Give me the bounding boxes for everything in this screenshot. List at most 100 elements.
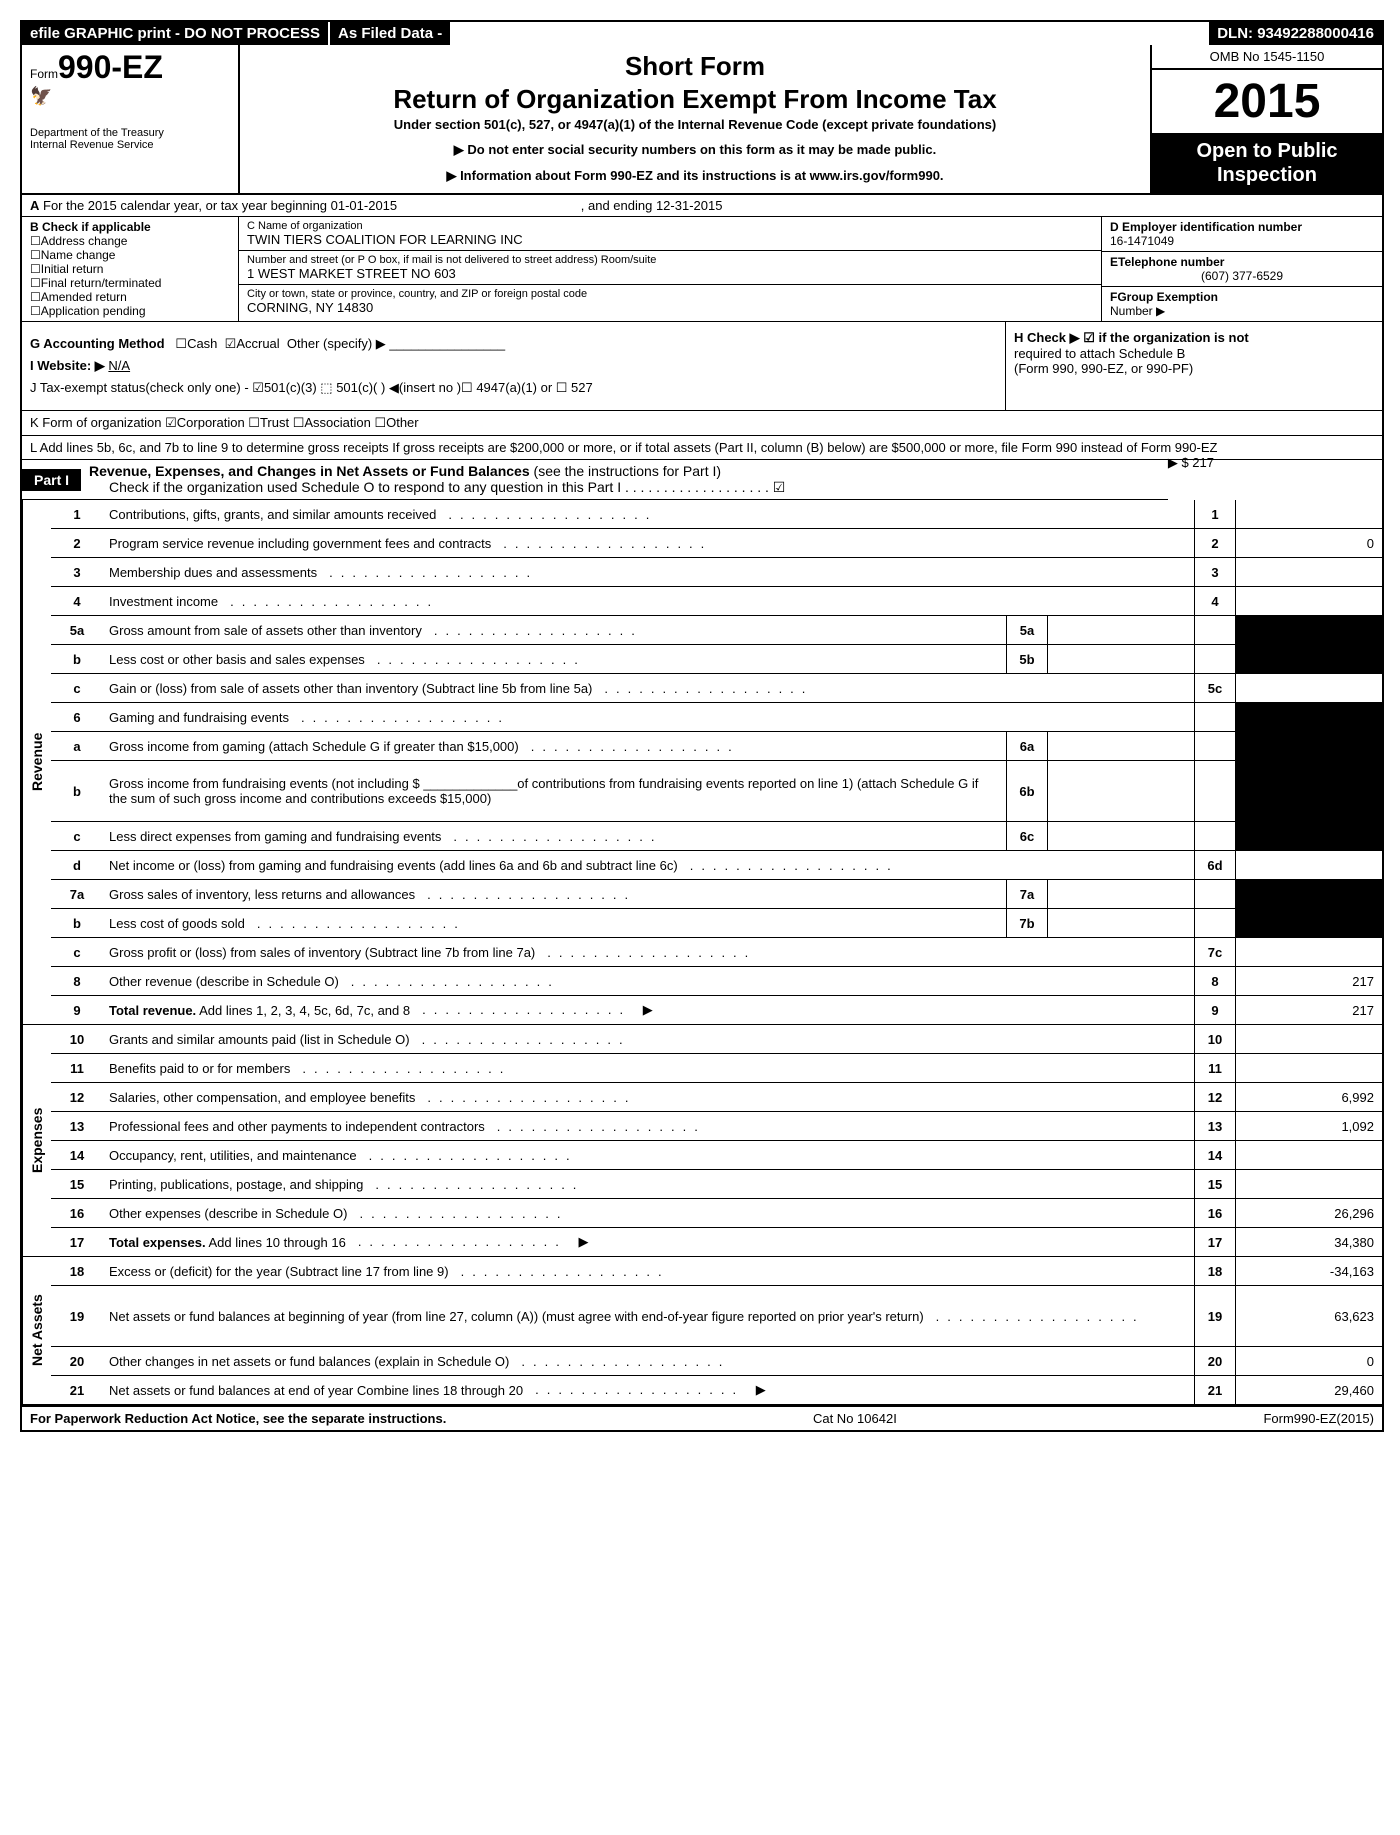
checkbox-item: ☐Final return/terminated xyxy=(30,276,230,290)
sub-line-number: 6a xyxy=(1007,732,1048,760)
org-city: CORNING, NY 14830 xyxy=(247,300,1093,315)
checkbox-item: ☐Application pending xyxy=(30,304,230,318)
col-left-ghij: G Accounting Method ☐Cash ☑Accrual Other… xyxy=(22,322,1005,410)
form-title-2: Return of Organization Exempt From Incom… xyxy=(248,84,1142,115)
as-filed-label: As Filed Data - xyxy=(330,22,452,45)
line-description: Total expenses. Add lines 10 through 16.… xyxy=(103,1228,1194,1256)
end-line-value: 217 xyxy=(1236,996,1382,1024)
org-name: TWIN TIERS COALITION FOR LEARNING INC xyxy=(247,232,1093,247)
sub-line-number: 6b xyxy=(1007,761,1048,821)
line-description: Program service revenue including govern… xyxy=(103,529,1194,557)
form-title-1: Short Form xyxy=(248,51,1142,82)
end-line-value xyxy=(1236,587,1382,615)
ein-value: 16-1471049 xyxy=(1110,234,1374,248)
form-line: bGross income from fundraising events (n… xyxy=(51,761,1382,822)
end-line-number xyxy=(1194,703,1236,731)
end-line-number xyxy=(1194,732,1236,760)
line-description: Net income or (loss) from gaming and fun… xyxy=(103,851,1194,879)
catalog-number: Cat No 10642I xyxy=(813,1411,897,1426)
line-number: 14 xyxy=(51,1141,103,1169)
line-number: 8 xyxy=(51,967,103,995)
sub-line-value xyxy=(1048,645,1194,673)
col-def: D Employer identification number 16-1471… xyxy=(1102,217,1382,321)
end-line-number: 10 xyxy=(1194,1025,1236,1053)
end-line-number: 19 xyxy=(1194,1286,1236,1346)
col-c-org-info: C Name of organization TWIN TIERS COALIT… xyxy=(239,217,1102,321)
end-line-value xyxy=(1236,909,1382,937)
line-description: Less cost or other basis and sales expen… xyxy=(103,645,1006,673)
form-line: bLess cost of goods sold................… xyxy=(51,909,1382,938)
form-line: aGross income from gaming (attach Schedu… xyxy=(51,732,1382,761)
form-line: 2Program service revenue including gover… xyxy=(51,529,1382,558)
header-mid: Short Form Return of Organization Exempt… xyxy=(240,45,1150,193)
line-number: 13 xyxy=(51,1112,103,1140)
form-line: 20Other changes in net assets or fund ba… xyxy=(51,1347,1382,1376)
line-description: Gross income from gaming (attach Schedul… xyxy=(103,732,1006,760)
efile-notice: efile GRAPHIC print - DO NOT PROCESS xyxy=(22,22,330,45)
line-description: Less cost of goods sold.................… xyxy=(103,909,1006,937)
line-description: Professional fees and other payments to … xyxy=(103,1112,1194,1140)
sub-line-number: 7b xyxy=(1007,909,1048,937)
end-line-value: 0 xyxy=(1236,1347,1382,1375)
sub-line-value xyxy=(1048,909,1194,937)
line-number: 11 xyxy=(51,1054,103,1082)
sub-line-value xyxy=(1048,761,1194,821)
dept-irs: Internal Revenue Service xyxy=(30,139,230,151)
line-description: Excess or (deficit) for the year (Subtra… xyxy=(103,1257,1194,1285)
end-line-value: 63,623 xyxy=(1236,1286,1382,1346)
line-number: 19 xyxy=(51,1286,103,1346)
phone-value: (607) 377-6529 xyxy=(1110,269,1374,283)
end-line-value xyxy=(1236,645,1382,673)
line-number: 20 xyxy=(51,1347,103,1375)
info-link: ▶ Information about Form 990-EZ and its … xyxy=(248,168,1142,184)
form-line: 6Gaming and fundraising events..........… xyxy=(51,703,1382,732)
line-description: Grants and similar amounts paid (list in… xyxy=(103,1025,1194,1053)
schedule-o-check: Check if the organization used Schedule … xyxy=(89,479,1160,496)
end-line-value xyxy=(1236,1054,1382,1082)
end-line-number: 11 xyxy=(1194,1054,1236,1082)
form-990ez-page: efile GRAPHIC print - DO NOT PROCESS As … xyxy=(20,20,1384,1432)
end-line-number: 15 xyxy=(1194,1170,1236,1198)
row-a-tax-year: A For the 2015 calendar year, or tax yea… xyxy=(22,195,1382,217)
end-line-number: 13 xyxy=(1194,1112,1236,1140)
end-line-value: -34,163 xyxy=(1236,1257,1382,1285)
form-line: 14Occupancy, rent, utilities, and mainte… xyxy=(51,1141,1382,1170)
line-description: Gaming and fundraising events...........… xyxy=(103,703,1194,731)
line-description: Contributions, gifts, grants, and simila… xyxy=(103,500,1194,528)
end-line-value: 29,460 xyxy=(1236,1376,1382,1404)
line-number: 18 xyxy=(51,1257,103,1285)
form-line: 8Other revenue (describe in Schedule O).… xyxy=(51,967,1382,996)
section-ghij: G Accounting Method ☐Cash ☑Accrual Other… xyxy=(22,322,1382,411)
sub-line-number: 5a xyxy=(1007,616,1048,644)
section-bcdef: B Check if applicable ☐Address change☐Na… xyxy=(22,217,1382,322)
line-description: Total revenue. Add lines 1, 2, 3, 4, 5c,… xyxy=(103,996,1194,1024)
line-number: 4 xyxy=(51,587,103,615)
end-line-number: 18 xyxy=(1194,1257,1236,1285)
form-footer: For Paperwork Reduction Act Notice, see … xyxy=(22,1405,1382,1430)
line-description: Other revenue (describe in Schedule O)..… xyxy=(103,967,1194,995)
form-line: 3Membership dues and assessments........… xyxy=(51,558,1382,587)
line-number: b xyxy=(51,909,103,937)
line-description: Membership dues and assessments.........… xyxy=(103,558,1194,586)
col-b-checkboxes: B Check if applicable ☐Address change☐Na… xyxy=(22,217,239,321)
end-line-number xyxy=(1194,761,1236,821)
end-line-value xyxy=(1236,880,1382,908)
gross-receipts-amount: ▶ $ 217 xyxy=(1168,455,1214,471)
form-line: 5aGross amount from sale of assets other… xyxy=(51,616,1382,645)
tax-exempt-status: J Tax-exempt status(check only one) - ☑5… xyxy=(30,380,997,396)
end-line-number: 5c xyxy=(1194,674,1236,702)
end-line-number: 20 xyxy=(1194,1347,1236,1375)
form-line: cGross profit or (loss) from sales of in… xyxy=(51,938,1382,967)
line-number: 17 xyxy=(51,1228,103,1256)
end-line-value xyxy=(1236,822,1382,850)
form-id-footer: Form990-EZ(2015) xyxy=(1263,1411,1374,1426)
section-side-label: Revenue xyxy=(22,500,51,1024)
sub-line-number: 5b xyxy=(1007,645,1048,673)
end-line-number xyxy=(1194,822,1236,850)
line-description: Less direct expenses from gaming and fun… xyxy=(103,822,1006,850)
form-line: 4Investment income..................4 xyxy=(51,587,1382,616)
end-line-value xyxy=(1236,732,1382,760)
org-city-label: City or town, state or province, country… xyxy=(247,288,1093,300)
sub-line-value xyxy=(1048,880,1194,908)
ein-label: D Employer identification number xyxy=(1110,220,1374,234)
